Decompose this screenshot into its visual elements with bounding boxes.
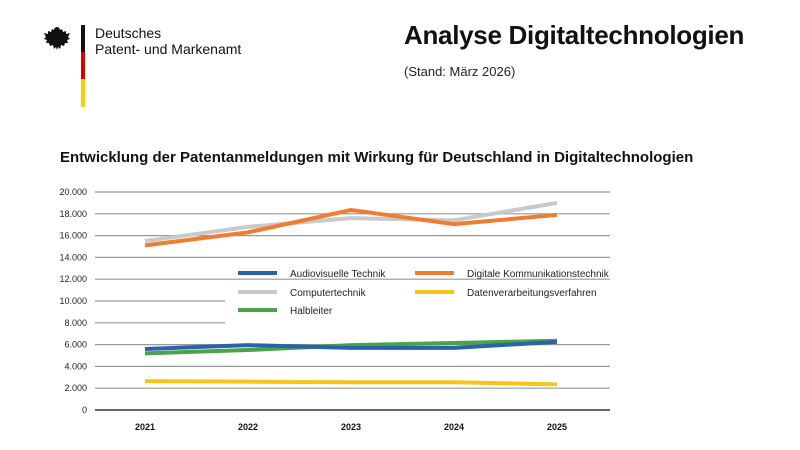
page-subtitle: (Stand: März 2026) [404, 64, 516, 79]
series-line-datenverarbeitungsverfahren [144, 379, 558, 387]
legend-item: Computertechnik [238, 288, 367, 299]
y-tick-label: 16.000 [59, 231, 87, 241]
legend-label: Datenverarbeitungsverfahren [467, 288, 597, 299]
legend-label: Digitale Kommunikationstechnik [467, 269, 610, 280]
y-tick-label: 18.000 [59, 209, 87, 219]
legend-item: Audiovisuelle Technik [238, 269, 386, 280]
page-title: Analyse Digitaltechnologien [404, 20, 745, 50]
x-tick-label: 2023 [341, 422, 361, 432]
y-tick-label: 2.000 [64, 383, 87, 393]
flag-bar [81, 25, 85, 107]
x-tick-label: 2024 [444, 422, 464, 432]
eagle-logo-icon [42, 25, 72, 55]
org-name-line2: Patent- und Markenamt [95, 41, 242, 57]
y-tick-label: 12.000 [59, 274, 87, 284]
y-tick-label: 4.000 [64, 361, 87, 371]
y-tick-label: 20.000 [59, 187, 87, 197]
legend-item: Halbleiter [238, 306, 333, 317]
legend-label: Computertechnik [290, 288, 367, 299]
y-tick-label: 8.000 [64, 318, 87, 328]
legend-item: Datenverarbeitungsverfahren [415, 288, 597, 299]
y-tick-label: 10.000 [59, 296, 87, 306]
y-tick-label: 0 [82, 405, 87, 415]
legend-item: Digitale Kommunikationstechnik [415, 269, 610, 280]
legend-label: Halbleiter [290, 306, 333, 317]
chart-title: Entwicklung der Patentanmeldungen mit Wi… [60, 149, 694, 166]
org-name-line1: Deutsches [95, 25, 162, 41]
y-tick-label: 6.000 [64, 340, 87, 350]
x-tick-label: 2022 [238, 422, 258, 432]
y-tick-label: 14.000 [59, 252, 87, 262]
legend-label: Audiovisuelle Technik [290, 269, 386, 280]
x-tick-label: 2021 [135, 422, 155, 432]
x-tick-label: 2025 [547, 422, 567, 432]
